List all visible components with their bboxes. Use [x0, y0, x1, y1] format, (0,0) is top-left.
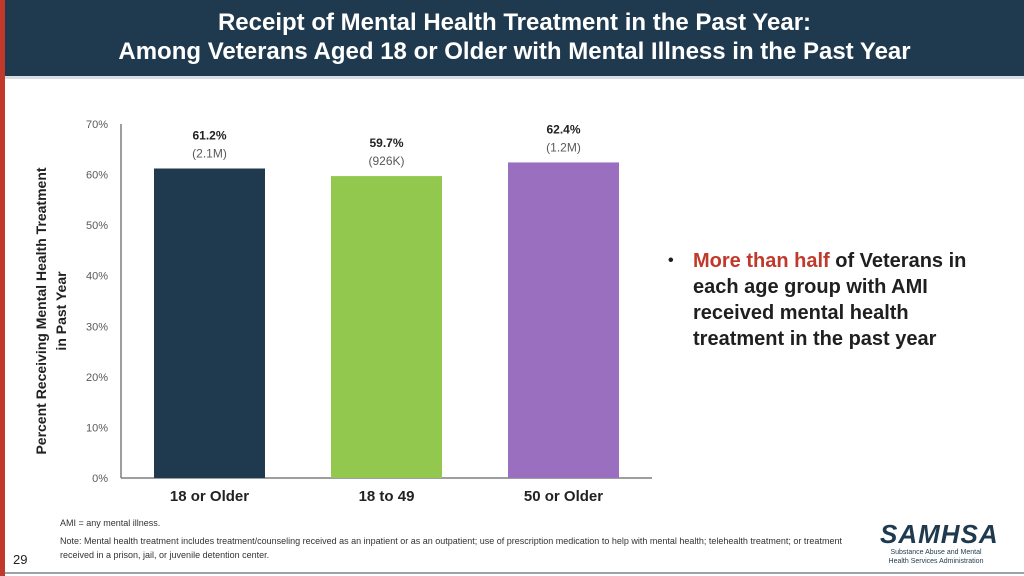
y-tick-label: 60%	[86, 170, 108, 182]
y-tick-label: 10%	[86, 422, 108, 434]
bar-count-label: (2.1M)	[192, 147, 227, 161]
logo-mark: SAMHSA	[880, 519, 999, 549]
y-tick-label: 70%	[86, 119, 108, 131]
bar	[154, 168, 265, 478]
bar-count-label: (926K)	[368, 154, 404, 168]
y-axis-title-line1: Percent Receiving Mental Health Treatmen…	[33, 167, 49, 454]
slide-header: Receipt of Mental Health Treatment in th…	[5, 0, 1024, 76]
footnote-ami: AMI = any mental illness.	[60, 518, 161, 528]
y-tick-label: 30%	[86, 321, 108, 333]
slide-title-line2: Among Veterans Aged 18 or Older with Men…	[118, 38, 911, 65]
y-axis-title-line2: in Past Year	[53, 271, 69, 351]
x-category-label: 18 to 49	[359, 488, 415, 505]
y-tick-label: 20%	[86, 372, 108, 384]
bullet-rest: of Veterans in each age group with AMI r…	[693, 250, 967, 350]
x-category-label: 50 or Older	[524, 488, 603, 505]
bar-count-label: (1.2M)	[546, 140, 581, 154]
bullet-dot-icon: •	[668, 252, 674, 269]
footnote-note: Note: Mental health treatment includes t…	[60, 536, 842, 560]
samhsa-logo: SAMHSA Substance Abuse and Mental Health…	[880, 520, 1000, 566]
bar-value-label: 61.2%	[192, 129, 226, 143]
header-divider	[5, 76, 1024, 79]
y-tick-label: 40%	[86, 271, 108, 283]
bar-value-label: 62.4%	[546, 122, 580, 136]
bar-value-label: 59.7%	[369, 136, 403, 150]
bar	[331, 176, 442, 479]
slide-title-line1: Receipt of Mental Health Treatment in th…	[217, 9, 812, 36]
key-finding-bullet: • More than half of Veterans in each age…	[668, 248, 998, 352]
bottom-rule	[5, 572, 1024, 574]
bullet-text: More than half of Veterans in each age g…	[693, 248, 998, 352]
bullet-highlight: More than half	[693, 250, 830, 272]
left-accent-rule	[0, 0, 5, 576]
logo-subtitle: Substance Abuse and Mental Health Servic…	[888, 549, 984, 565]
y-tick-label: 0%	[92, 473, 108, 485]
y-tick-label: 50%	[86, 220, 108, 232]
page-number: 29	[13, 552, 28, 567]
bar	[508, 162, 619, 479]
x-category-label: 18 or Older	[170, 488, 249, 505]
